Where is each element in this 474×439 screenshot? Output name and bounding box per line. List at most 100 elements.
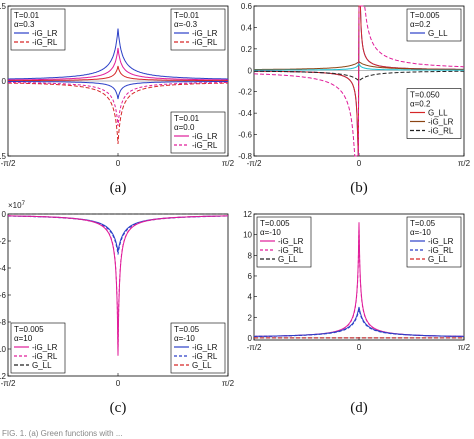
series-line: [8, 47, 228, 81]
x-tick-label: 0: [357, 159, 362, 168]
y-tick-label: -0.2: [238, 88, 252, 97]
legend-title: T=0.005: [14, 325, 44, 334]
legend-entry: -iG_RL: [32, 38, 58, 47]
y-tick-label: -4: [0, 264, 7, 273]
chart-panel: 0-2-4-6-8-10-12-π/20π/2×107T=0.005α=10-i…: [0, 201, 235, 416]
x-tick-label: -π/2: [1, 379, 16, 388]
y-tick-label: 0.4: [241, 23, 253, 32]
x-tick-label: π/2: [222, 379, 235, 388]
legend-entry: -iG_LR: [192, 29, 218, 38]
y-tick-label: -6: [0, 291, 7, 300]
x-tick-label: 0: [116, 379, 121, 388]
chart-panel: 0.6 0.4 0.2 0 -0.2 -0.4 -0.6 -0.8-π/2 0 π/2 T=0.00…: [238, 2, 470, 196]
legend-entry: -iG_LR: [192, 343, 218, 352]
panel-label: (a): [110, 180, 127, 196]
y-tick-label: 2: [248, 313, 253, 322]
legend-title: α=0.2: [410, 20, 431, 29]
y-tick-label: 10: [243, 231, 252, 240]
series-line: [254, 62, 464, 71]
panel-label: (b): [350, 180, 368, 196]
legend-entry: -iG_RL: [428, 127, 454, 136]
x-tick-label: -π/2: [1, 159, 16, 168]
legend-entry: -iG_RL: [192, 352, 218, 361]
legend-box: [406, 8, 462, 42]
legend-entry: -iG_RL: [192, 38, 218, 47]
legend-title: T=0.01: [174, 11, 200, 20]
legend: T=0.05α=-10-iG_LR-iG_RLG_LL: [170, 322, 226, 374]
legend-entry: G_LL: [428, 29, 448, 38]
legend: T=0.01α=0.3-iG_LR-iG_RL: [10, 8, 66, 51]
y-tick-label: -0.5: [0, 152, 7, 161]
legend-entry: -iG_LR: [428, 118, 454, 127]
legend-box: [10, 8, 66, 51]
x-tick-label: π/2: [222, 159, 235, 168]
x-tick-label: 0: [116, 159, 121, 168]
x-tick-label: 0: [357, 343, 362, 352]
x-tick-label: π/2: [458, 159, 471, 168]
legend-title: α=0.2: [410, 100, 431, 109]
y-tick-label: 0.6: [241, 2, 253, 11]
y-tick-label: 0.2: [241, 45, 253, 54]
y-tick-label: 0: [248, 66, 253, 75]
y-tick-label: 12: [243, 210, 252, 219]
y-tick-label: -12: [0, 372, 7, 381]
y-exponent-label: ×107: [8, 201, 26, 210]
series-line: [8, 65, 228, 82]
legend-title: T=0.05: [174, 325, 200, 334]
legend-title: α=0.3: [14, 20, 35, 29]
panel-label: (c): [110, 400, 127, 416]
chart-panel: 0.50-0.5-π/20π/2T=0.01α=0.3-iG_LR-iG_RLT…: [0, 2, 235, 196]
legend-entry: -iG_LR: [32, 343, 58, 352]
series-line: [8, 82, 228, 127]
y-tick-label: -0.6: [238, 131, 252, 140]
legend-entry: G_LL: [428, 255, 448, 264]
legend-title: α=10: [14, 334, 33, 343]
series-line: [8, 215, 228, 352]
series-line: [8, 215, 228, 255]
y-tick-label: -0.4: [238, 109, 252, 118]
legend-title: α=-0.3: [174, 20, 198, 29]
legend-title: T=0.01: [174, 114, 200, 123]
series-line: [254, 306, 464, 337]
panel-label: (d): [350, 400, 368, 416]
y-tick-label: 0: [2, 77, 7, 86]
y-tick-label: -0.8: [238, 152, 252, 161]
legend: T=0.01α=-0.3-iG_LR-iG_RL: [170, 8, 226, 51]
series-line: [254, 308, 464, 337]
y-tick-label: -8: [0, 318, 7, 327]
series-line: [8, 82, 228, 145]
legend-box: [406, 216, 462, 268]
series-line: [8, 215, 228, 252]
legend-entry: -iG_LR: [278, 237, 304, 246]
y-exponent-power: 7: [22, 201, 26, 207]
legend-title: T=0.005: [260, 219, 290, 228]
series-line: [8, 81, 228, 100]
legend-entry: G_LL: [32, 361, 52, 370]
y-tick-label: 0.5: [0, 2, 7, 11]
legend-entry: -iG_LR: [192, 132, 218, 141]
x-tick-label: -π/2: [247, 159, 262, 168]
legend-title: α=-10: [174, 334, 195, 343]
figure-caption: FIG. 1. (a) Green functions with ...: [2, 429, 123, 438]
y-tick-label: 0: [248, 334, 253, 343]
legend-box: [170, 111, 226, 154]
legend-entry: -iG_LR: [32, 29, 58, 38]
legend-title: T=0.01: [14, 11, 40, 20]
legend-entry: -iG_RL: [278, 246, 304, 255]
y-tick-label: -2: [0, 237, 7, 246]
legend-entry: G_LL: [428, 109, 448, 118]
legend-title: T=0.005: [410, 11, 440, 20]
legend-title: T=0.05: [410, 219, 436, 228]
x-tick-label: π/2: [458, 343, 471, 352]
y-tick-label: 6: [248, 272, 253, 281]
legend-entry: -iG_LR: [428, 237, 454, 246]
y-tick-label: 4: [248, 293, 253, 302]
series-line: [8, 28, 228, 80]
legend-title: α=0.0: [174, 123, 195, 132]
legend-title: T=0.050: [410, 91, 440, 100]
